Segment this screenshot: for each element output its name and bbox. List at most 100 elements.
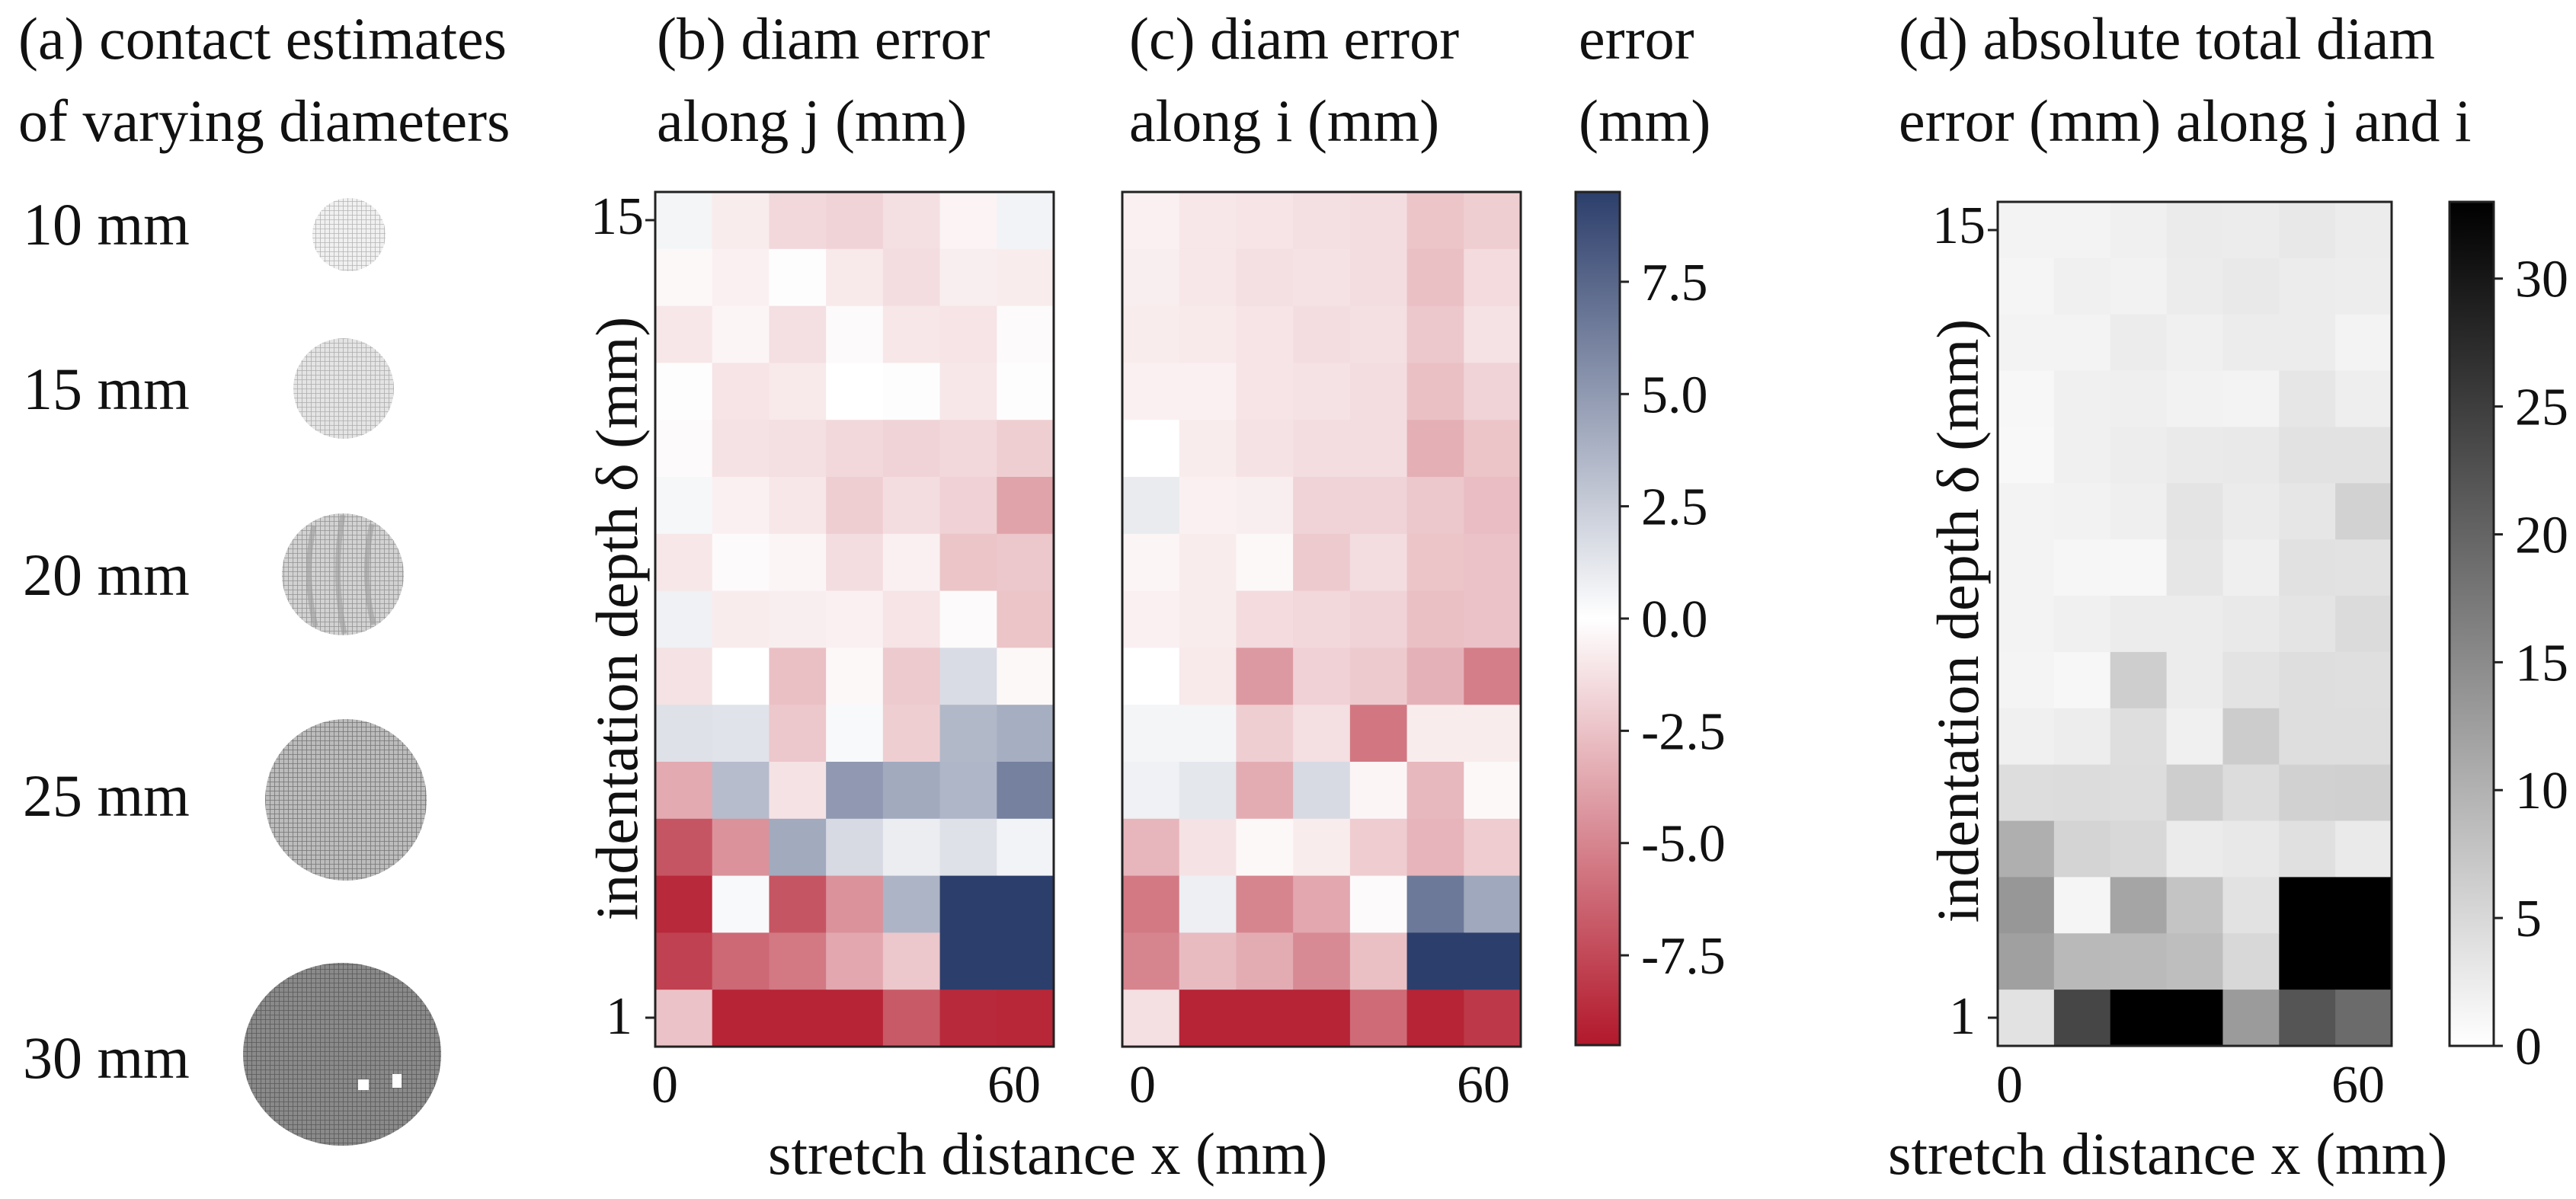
heatmap-cell — [1179, 477, 1237, 535]
heatmap-cell — [2166, 427, 2224, 484]
heatmap-cell — [2222, 314, 2280, 372]
heatmap-cell — [655, 533, 713, 592]
heatmap-cell — [1349, 875, 1408, 933]
heatmap-cell — [2110, 708, 2168, 766]
diameter-label-30mm: 30 mm — [23, 1025, 190, 1091]
heatmap-cell — [1236, 705, 1294, 763]
panel-c-title-line1: (c) diam error — [1129, 5, 1460, 72]
heatmap-cell — [2335, 820, 2392, 878]
contact-estimate-15mm — [293, 338, 394, 439]
heatmap-cell — [1406, 762, 1464, 820]
heatmap-cell — [2110, 370, 2168, 428]
heatmap-cell — [1998, 764, 2055, 822]
heatmap-cell — [1179, 932, 1237, 990]
heatmap-cell — [769, 363, 827, 420]
heatmap-cell — [769, 875, 827, 933]
heatmap-cell — [1122, 705, 1180, 763]
heatmap-cell — [2166, 596, 2224, 653]
heatmap-cell — [2335, 933, 2392, 990]
colorbar-tick-label: 0 — [2515, 1018, 2542, 1076]
heatmap-cell — [2053, 539, 2111, 596]
heatmap-cell — [939, 818, 997, 877]
heatmap-cell — [2166, 990, 2224, 1047]
heatmap-cell — [1122, 762, 1180, 820]
heatmap-cell — [1236, 363, 1294, 420]
heatmap-cell — [826, 875, 884, 933]
heatmap-cell — [655, 192, 713, 250]
heatmap-cell — [1464, 590, 1522, 648]
heatmap-cell — [1179, 305, 1237, 363]
heatmap-cell — [939, 990, 997, 1047]
colorbar-title-line1: error — [1579, 5, 1694, 72]
heatmap-cell — [939, 875, 997, 933]
heatmap-cell — [1293, 363, 1351, 420]
heatmap-cell — [1349, 533, 1408, 592]
diameter-label-10mm: 10 mm — [23, 191, 190, 257]
heatmap-cell — [1122, 932, 1180, 990]
heatmap-cell — [826, 762, 884, 820]
heatmap-cell — [2279, 539, 2336, 596]
heatmap-cell — [2053, 596, 2111, 653]
heatmap-cell — [939, 363, 997, 420]
heatmap-cell — [2053, 764, 2111, 822]
heatmap-cell — [939, 420, 997, 478]
heatmap-cell — [712, 363, 770, 420]
heatmap-cell — [2053, 257, 2111, 315]
heatmap-cell — [997, 305, 1054, 363]
heatmap-cell — [939, 305, 997, 363]
y-tick-1-d: 1 — [1949, 987, 1976, 1046]
heatmap-cell — [826, 363, 884, 420]
heatmap-cell — [2166, 314, 2224, 372]
colorbar-tick-label: 15 — [2515, 634, 2568, 692]
x-tick-0-c: 0 — [1129, 1056, 1156, 1114]
heatmap-cell — [2110, 651, 2168, 709]
heatmap-cell — [1406, 705, 1464, 763]
x-tick-60-d: 60 — [2331, 1056, 2385, 1114]
heatmap-cell — [939, 192, 997, 250]
heatmap-cell — [1998, 990, 2055, 1047]
heatmap-cell — [2279, 877, 2336, 934]
heatmap-cell — [2279, 820, 2336, 878]
heatmap-diam-error-along-j — [655, 192, 1054, 1047]
heatmap-cell — [655, 762, 713, 820]
heatmap-cell — [2166, 202, 2224, 259]
heatmap-cell — [997, 590, 1054, 648]
heatmap-cell — [997, 818, 1054, 877]
heatmap-cell — [1179, 647, 1237, 705]
heatmap-cell — [1122, 590, 1180, 648]
heatmap-cell — [712, 533, 770, 592]
heatmap-cell — [1998, 314, 2055, 372]
heatmap-cell — [826, 932, 884, 990]
heatmap-cell — [2279, 202, 2336, 259]
heatmap-cell — [2222, 596, 2280, 653]
heatmap-cell — [2166, 764, 2224, 822]
y-axis-label-b: indentation depth δ (mm) — [584, 316, 650, 921]
heatmap-cell — [712, 477, 770, 535]
heatmap-cell — [712, 192, 770, 250]
heatmap-cell — [655, 990, 713, 1047]
x-axis-label-d: stretch distance x (mm) — [1888, 1121, 2448, 1187]
heatmap-cell — [769, 705, 827, 763]
heatmap-cell — [882, 363, 941, 420]
y-tick-15-d: 15 — [1932, 197, 1986, 255]
diameter-label-25mm: 25 mm — [23, 763, 190, 829]
heatmap-cell — [997, 932, 1054, 990]
heatmap-cell — [1236, 590, 1294, 648]
heatmap-cell — [997, 762, 1054, 820]
contact-estimate-25mm — [265, 719, 427, 881]
heatmap-cell — [2222, 877, 2280, 934]
heatmap-cell — [712, 762, 770, 820]
colorbar-title-line2: (mm) — [1579, 88, 1711, 154]
heatmap-cell — [997, 363, 1054, 420]
heatmap-cell — [939, 533, 997, 592]
heatmap-cell — [1236, 305, 1294, 363]
heatmap-cell — [826, 590, 884, 648]
heatmap-cell — [655, 363, 713, 420]
heatmap-cell — [1406, 875, 1464, 933]
heatmap-cell — [2110, 877, 2168, 934]
heatmap-cell — [1464, 932, 1522, 990]
x-tick-0-b: 0 — [651, 1056, 678, 1114]
colorbar-tick-label: 30 — [2515, 251, 2568, 309]
heatmap-cell — [2110, 539, 2168, 596]
